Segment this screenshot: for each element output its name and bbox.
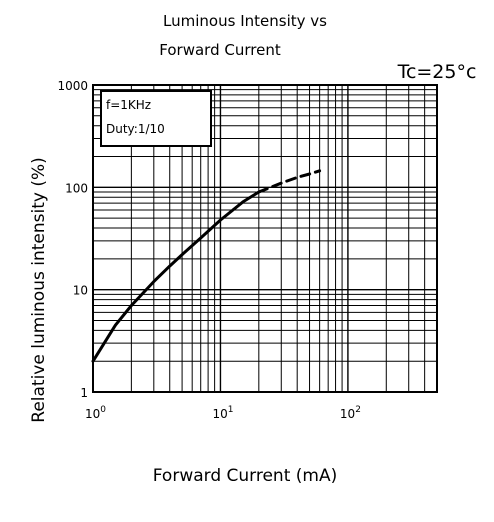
x-tick-labels: 100 101 102 <box>85 405 361 421</box>
y-tick-label: 100 <box>65 181 88 195</box>
curve-dashed-extension <box>257 169 322 194</box>
y-tick-label: 1000 <box>57 79 88 93</box>
legend-duty: Duty:1/10 <box>106 122 165 136</box>
legend-box: f=1KHz Duty:1/10 <box>100 90 212 147</box>
x-tick-label: 100 <box>85 405 106 421</box>
data-series <box>91 169 322 363</box>
x-axis-label: Forward Current (mA) <box>153 466 337 486</box>
y-axis-label: Relative luminous intensity (%) <box>29 157 49 422</box>
y-tick-label: 1 <box>80 386 88 400</box>
legend-box-frame <box>100 90 212 147</box>
plot-frame <box>92 84 438 393</box>
legend-frequency: f=1KHz <box>106 98 151 112</box>
y-tick-label: 10 <box>73 284 88 298</box>
temperature-condition: Tc=25°c <box>397 61 477 83</box>
chart-title-line1: Luminous Intensity vs <box>163 12 327 30</box>
x-tick-label: 101 <box>212 405 233 421</box>
x-tick-label: 102 <box>340 405 361 421</box>
curve-solid <box>91 190 261 363</box>
chart-title-line2: Forward Current <box>159 41 281 59</box>
y-tick-labels: 1 10 100 1000 <box>57 79 88 400</box>
